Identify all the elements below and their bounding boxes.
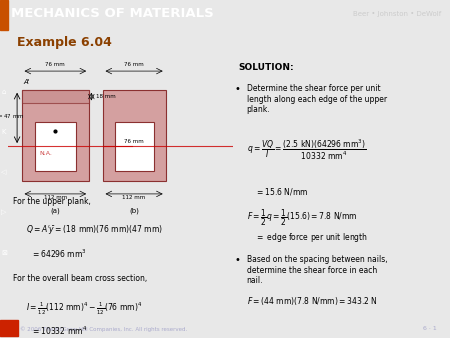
Bar bbox=[0, 0, 8, 30]
Text: $= 10332\ \mathrm{mm}^4$: $= 10332\ \mathrm{mm}^4$ bbox=[31, 325, 87, 337]
Text: (b): (b) bbox=[129, 208, 139, 214]
Text: $q = \dfrac{VQ}{I} = \dfrac{(2.5\ \mathrm{kN})(64296\ \mathrm{mm}^3)}{10332\ \ma: $q = \dfrac{VQ}{I} = \dfrac{(2.5\ \mathr… bbox=[247, 138, 366, 162]
Text: Based on the spacing between nails,
determine the shear force in each
nail.: Based on the spacing between nails, dete… bbox=[247, 255, 387, 285]
Bar bbox=[22, 90, 89, 103]
Text: Determine the shear force per unit
length along each edge of the upper
plank.: Determine the shear force per unit lengt… bbox=[247, 84, 387, 114]
Text: 6 · 1: 6 · 1 bbox=[423, 326, 436, 331]
Text: ⌂: ⌂ bbox=[2, 90, 6, 95]
Text: $Q = A'\bar{y} = (18\ \mathrm{mm})(76\ \mathrm{mm})(47\ \mathrm{mm})$: $Q = A'\bar{y} = (18\ \mathrm{mm})(76\ \… bbox=[26, 223, 163, 236]
Text: ◁: ◁ bbox=[1, 170, 7, 175]
Text: ▷: ▷ bbox=[1, 210, 7, 216]
Text: (a): (a) bbox=[50, 208, 60, 214]
Text: N.A.: N.A. bbox=[39, 151, 52, 156]
Bar bbox=[115, 122, 153, 171]
Text: 112 mm: 112 mm bbox=[44, 195, 67, 200]
Text: K: K bbox=[2, 129, 6, 136]
Bar bbox=[35, 122, 76, 171]
Text: $F = (44\ \mathrm{mm})(7.8\ \mathrm{N/mm}) = 343.2\ \mathrm{N}$: $F = (44\ \mathrm{mm})(7.8\ \mathrm{N/mm… bbox=[247, 295, 377, 307]
Text: ⊠: ⊠ bbox=[1, 250, 7, 256]
Text: 76 mm: 76 mm bbox=[124, 139, 144, 144]
Text: $= 64296\ \mathrm{mm}^3$: $= 64296\ \mathrm{mm}^3$ bbox=[31, 247, 86, 260]
Text: MECHANICS OF MATERIALS: MECHANICS OF MATERIALS bbox=[11, 7, 214, 20]
Text: Example 6.04: Example 6.04 bbox=[17, 36, 112, 49]
Text: A': A' bbox=[24, 79, 31, 86]
Text: $\bar{y}$ = 47 mm: $\bar{y}$ = 47 mm bbox=[0, 113, 25, 122]
Text: $=$ edge force per unit length: $=$ edge force per unit length bbox=[255, 231, 368, 244]
Text: •: • bbox=[234, 84, 240, 94]
Text: © 2006 The McGraw-Hill Companies, Inc. All rights reserved.: © 2006 The McGraw-Hill Companies, Inc. A… bbox=[20, 326, 188, 332]
Text: $= 15.6\ \mathrm{N/mm}$: $= 15.6\ \mathrm{N/mm}$ bbox=[255, 186, 308, 197]
Text: $I = \frac{1}{12}(112\ \mathrm{mm})^4 - \frac{1}{12}(76\ \mathrm{mm})^4$: $I = \frac{1}{12}(112\ \mathrm{mm})^4 - … bbox=[26, 301, 142, 317]
Text: For the upper plank,: For the upper plank, bbox=[13, 197, 90, 206]
Text: SOLUTION:: SOLUTION: bbox=[238, 63, 294, 72]
Bar bbox=[22, 90, 89, 180]
Text: $F = \dfrac{1}{2}q = \dfrac{1}{2}(15.6) = 7.8\ \mathrm{N/mm}$: $F = \dfrac{1}{2}q = \dfrac{1}{2}(15.6) … bbox=[247, 207, 357, 228]
Text: For the overall beam cross section,: For the overall beam cross section, bbox=[13, 274, 147, 283]
Text: •: • bbox=[234, 255, 240, 265]
Bar bbox=[103, 90, 166, 180]
Text: 18 mm: 18 mm bbox=[96, 94, 116, 99]
Text: 76 mm: 76 mm bbox=[45, 62, 65, 67]
Text: Beer • Johnston • DeWolf: Beer • Johnston • DeWolf bbox=[353, 11, 441, 17]
Text: 112 mm: 112 mm bbox=[122, 195, 146, 200]
Text: 76 mm: 76 mm bbox=[124, 62, 144, 67]
Bar bbox=[0, 320, 18, 336]
